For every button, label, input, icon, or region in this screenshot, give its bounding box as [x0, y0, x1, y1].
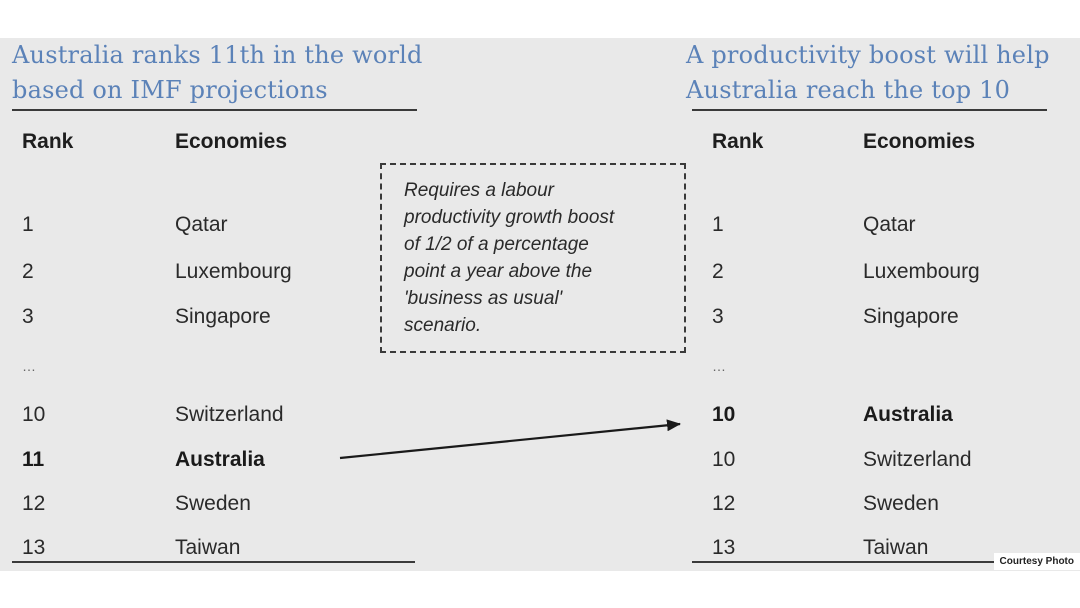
left-rank-11: 11: [22, 448, 45, 471]
callout-line-4: point a year above the: [404, 261, 593, 282]
left-col-rank: Rank: [22, 130, 74, 153]
infographic-panel: [0, 38, 1080, 571]
left-economy-australia: Australia: [175, 448, 265, 471]
right-economy-12: Sweden: [863, 492, 939, 515]
right-rank-10-switzerland: 10: [712, 448, 736, 471]
right-rank-12: 12: [712, 492, 736, 515]
right-ellipsis: …: [712, 358, 727, 374]
callout-text: Requires a labour productivity growth bo…: [404, 177, 684, 339]
right-heading-line-1: A productivity boost will help: [686, 41, 1050, 69]
left-rank-10: 10: [22, 403, 46, 426]
right-heading-rule: [692, 109, 1047, 111]
right-col-rank: Rank: [712, 130, 764, 153]
right-rank-10-australia: 10: [712, 403, 736, 426]
callout-box: Requires a labour productivity growth bo…: [380, 163, 686, 353]
left-heading-line-1: Australia ranks 11th in the world: [12, 41, 423, 69]
right-rank-3: 3: [712, 305, 724, 328]
left-rank-13: 13: [22, 536, 46, 559]
callout-line-5: 'business as usual': [404, 288, 563, 309]
callout-line-3: of 1/2 of a percentage: [404, 234, 589, 255]
left-ellipsis: …: [22, 358, 37, 374]
right-rank-2: 2: [712, 260, 724, 283]
callout-line-2: productivity growth boost: [404, 207, 615, 228]
left-col-economies: Economies: [175, 130, 288, 153]
callout-line-6: scenario.: [404, 315, 482, 336]
left-economy-12: Sweden: [175, 492, 251, 515]
left-economy-1: Qatar: [175, 213, 228, 236]
right-economy-2: Luxembourg: [863, 260, 980, 283]
left-heading: Australia ranks 11th in the world based …: [12, 38, 423, 108]
right-heading: A productivity boost will help Australia…: [686, 38, 1050, 108]
left-economy-10: Switzerland: [175, 403, 284, 426]
right-heading-line-2: Australia reach the top 10: [686, 76, 1011, 104]
right-economy-1: Qatar: [863, 213, 916, 236]
right-rank-13: 13: [712, 536, 736, 559]
right-economy-3: Singapore: [863, 305, 959, 328]
right-economy-switzerland: Switzerland: [863, 448, 972, 471]
right-economy-australia: Australia: [863, 403, 953, 426]
left-rank-12: 12: [22, 492, 46, 515]
left-rank-3: 3: [22, 305, 34, 328]
callout-line-1: Requires a labour: [404, 180, 554, 201]
right-economy-13: Taiwan: [863, 536, 929, 559]
left-heading-line-2: based on IMF projections: [12, 76, 328, 104]
right-bottom-rule: [692, 561, 1002, 563]
left-heading-rule: [12, 109, 417, 111]
left-rank-1: 1: [22, 213, 34, 236]
left-rank-2: 2: [22, 260, 34, 283]
left-bottom-rule: [12, 561, 415, 563]
left-economy-2: Luxembourg: [175, 260, 292, 283]
left-economy-3: Singapore: [175, 305, 271, 328]
right-rank-1: 1: [712, 213, 724, 236]
right-col-economies: Economies: [863, 130, 976, 153]
photo-credit: Courtesy Photo: [993, 553, 1080, 570]
left-economy-13: Taiwan: [175, 536, 241, 559]
